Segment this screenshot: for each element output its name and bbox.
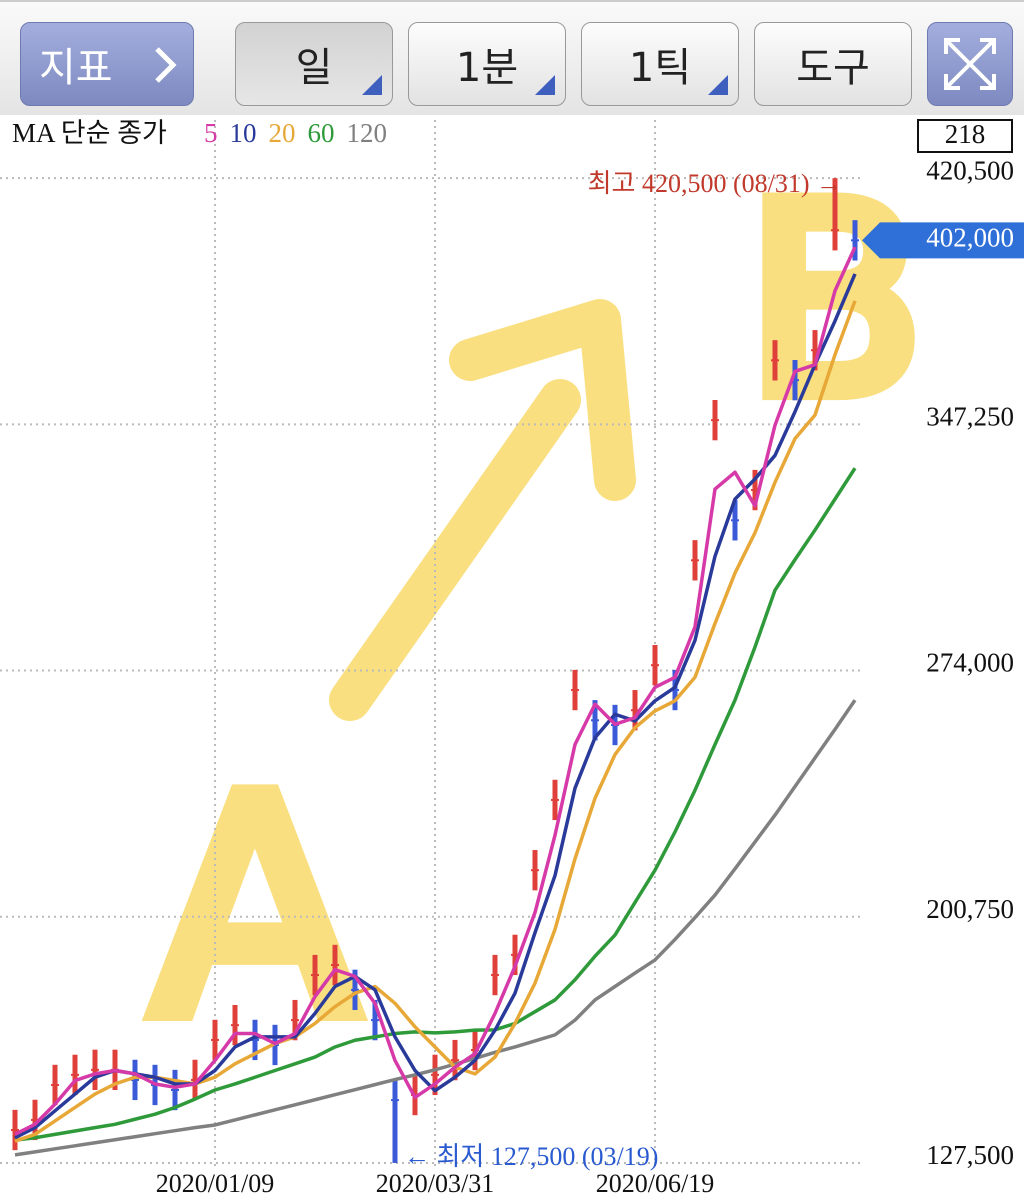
ma-line (14, 699, 857, 1157)
tools-button[interactable]: 도구 (754, 22, 912, 106)
expand-icon (944, 38, 996, 90)
x-tick-label: 2020/01/09 (156, 1169, 274, 1198)
dropdown-icon (362, 75, 382, 95)
dropdown-icon (708, 75, 728, 95)
tick-button[interactable]: 1틱 (581, 22, 739, 106)
indicator-button[interactable]: 지표 (20, 22, 194, 106)
legend-entry: 60 (308, 118, 335, 148)
low-annotation: ← 최저 127,500 (03/19) (404, 1142, 658, 1171)
ma-line (14, 273, 857, 1140)
legend-entry: 10 (230, 118, 257, 148)
last-price-box (862, 222, 1024, 259)
y-tick-label: 274,000 (926, 648, 1014, 678)
legend-title: MA 단순 종가 (12, 118, 167, 148)
legend-entry: 20 (269, 118, 296, 148)
legend-entry: 5 (204, 118, 218, 148)
button-label: 1틱 (628, 45, 692, 91)
minute-button[interactable]: 1분 (408, 22, 566, 106)
button-label: 일 (295, 45, 333, 91)
count-box (917, 119, 1013, 153)
y-tick-label: 200,750 (926, 894, 1014, 924)
x-tick-label: 2020/06/19 (596, 1169, 714, 1198)
candle (832, 178, 838, 251)
legend-entry: 120 (347, 118, 388, 148)
y-tick-label: 347,250 (926, 402, 1014, 432)
y-tick-label: 127,500 (926, 1140, 1014, 1170)
dropdown-icon (535, 75, 555, 95)
toolbar: 지표 일 1분 1틱 도구 (0, 0, 1024, 115)
period-button[interactable]: 일 (235, 22, 393, 106)
candle (392, 1079, 398, 1163)
button-label: 1분 (455, 45, 519, 91)
ma-line (14, 467, 857, 1142)
handwriting-arrow: AB (143, 142, 933, 1092)
button-label: 도구 (796, 45, 870, 91)
ma-line (14, 246, 857, 1136)
x-tick-label: 2020/03/31 (376, 1169, 494, 1198)
count-label: 218 (945, 119, 986, 149)
high-annotation: 최고 420,500 (08/31) → (588, 169, 842, 198)
y-tick-label: 420,500 (926, 155, 1014, 185)
expand-button[interactable] (927, 22, 1013, 106)
button-label: 지표 (39, 45, 113, 91)
last-price-label: 402,000 (926, 223, 1014, 253)
chevron-icon (155, 47, 177, 83)
